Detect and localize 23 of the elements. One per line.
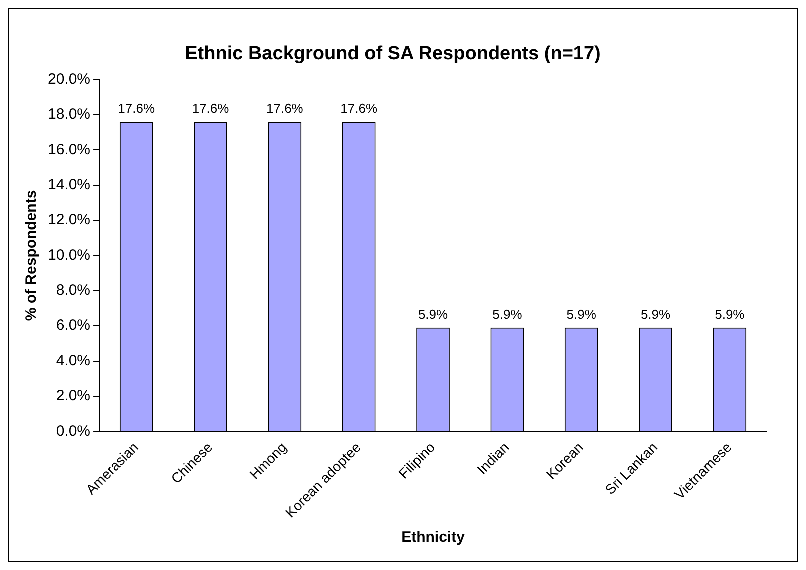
y-tick-label: 4.0%	[56, 352, 91, 370]
y-tick-label: 20.0%	[48, 70, 91, 88]
data-label: 5.9%	[715, 306, 746, 322]
y-tick-label: 16.0%	[48, 141, 91, 158]
y-tick-label: 12.0%	[48, 212, 91, 229]
data-label: 17.6%	[192, 101, 230, 116]
x-axis-title: Ethnicity	[402, 529, 466, 546]
data-label: 17.6%	[118, 101, 156, 116]
data-label: 5.9%	[566, 306, 597, 322]
y-tick-label: 18.0%	[48, 106, 91, 124]
data-label: 5.9%	[418, 306, 449, 322]
data-label: 17.6%	[266, 101, 304, 116]
y-tick-label: 0.0%	[56, 422, 91, 440]
data-label: 5.9%	[640, 306, 672, 322]
y-tick-label: 8.0%	[56, 282, 91, 300]
y-tick-label: 10.0%	[48, 246, 91, 264]
data-label: 17.6%	[340, 101, 378, 116]
y-tick-label: 2.0%	[56, 388, 91, 405]
y-axis-title: % of Respondents	[23, 190, 40, 322]
y-tick-label: 6.0%	[56, 317, 91, 334]
chart-title: Ethnic Background of SA Respondents (n=17)	[185, 44, 601, 65]
y-tick-label: 14.0%	[48, 176, 91, 194]
data-label: 5.9%	[492, 306, 523, 322]
